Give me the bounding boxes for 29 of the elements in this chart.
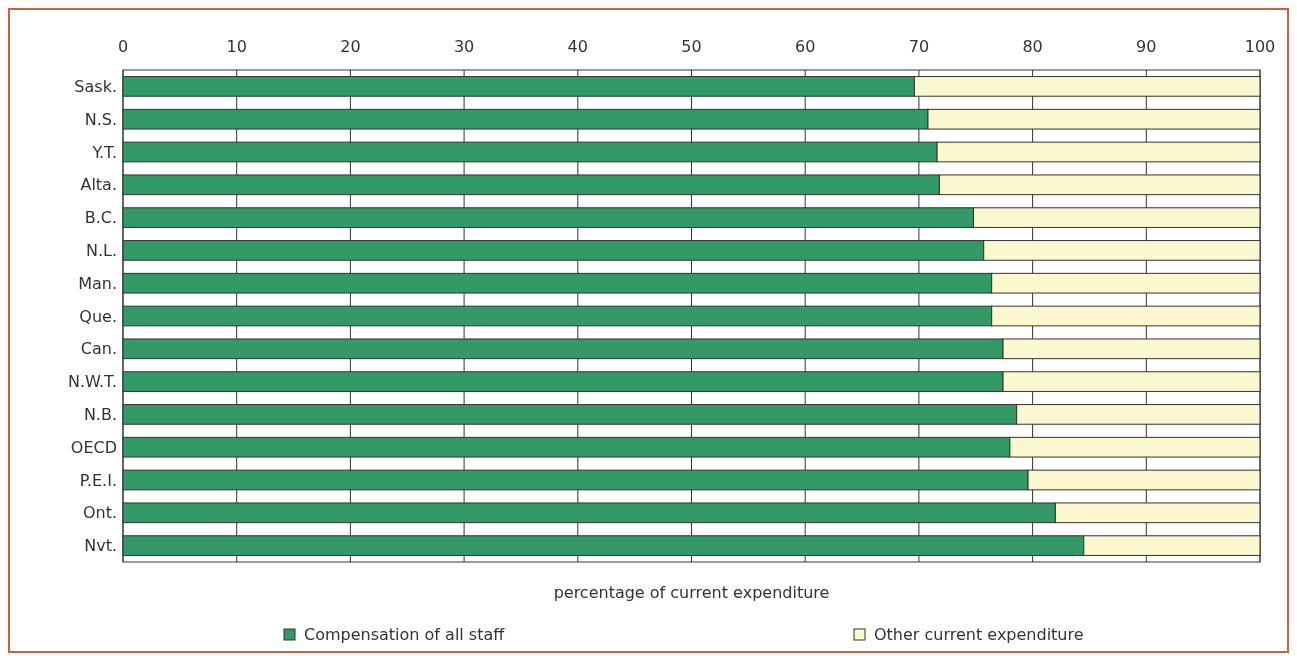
x-tick-label: 50	[681, 37, 702, 56]
x-tick-label: 0	[117, 37, 129, 56]
y-tick-label: Ont.	[82, 503, 117, 523]
y-tick-label: Sask.	[74, 77, 117, 96]
y-tick-label: N.L.	[85, 241, 117, 260]
y-tick-label: Alta.	[80, 175, 117, 195]
x-tick-label: 80	[1022, 37, 1043, 56]
x-tick-label: 40	[567, 37, 588, 56]
y-tick-label: Que.	[79, 306, 117, 326]
y-tick-label: Can.	[80, 339, 117, 359]
y-tick-label: Man.	[78, 273, 117, 293]
x-tick-label: 30	[453, 37, 475, 56]
x-tick-label: 90	[1136, 37, 1157, 56]
y-tick-label: B.C.	[84, 208, 117, 228]
legend-label: Compensation of all staff	[304, 625, 506, 644]
x-tick-label: 20	[340, 37, 361, 56]
x-tick-label: 70	[908, 37, 930, 56]
y-tick-label: N.W.T.	[67, 372, 117, 392]
y-tick-label: P.E.I.	[79, 470, 117, 490]
x-tick-label: 10	[226, 37, 247, 56]
y-tick-label: N.S.	[84, 109, 117, 129]
legend-label: Other current expenditure	[874, 625, 1084, 644]
x-axis-title: percentage of current expenditure	[553, 583, 830, 602]
y-tick-label: N.B.	[83, 405, 117, 424]
y-tick-label: Y.T.	[91, 142, 117, 162]
x-tick-label: 60	[795, 37, 816, 56]
x-tick-label: 100	[1244, 37, 1276, 56]
y-tick-label: Nvt.	[84, 536, 117, 556]
y-tick-label: OECD	[70, 437, 117, 457]
